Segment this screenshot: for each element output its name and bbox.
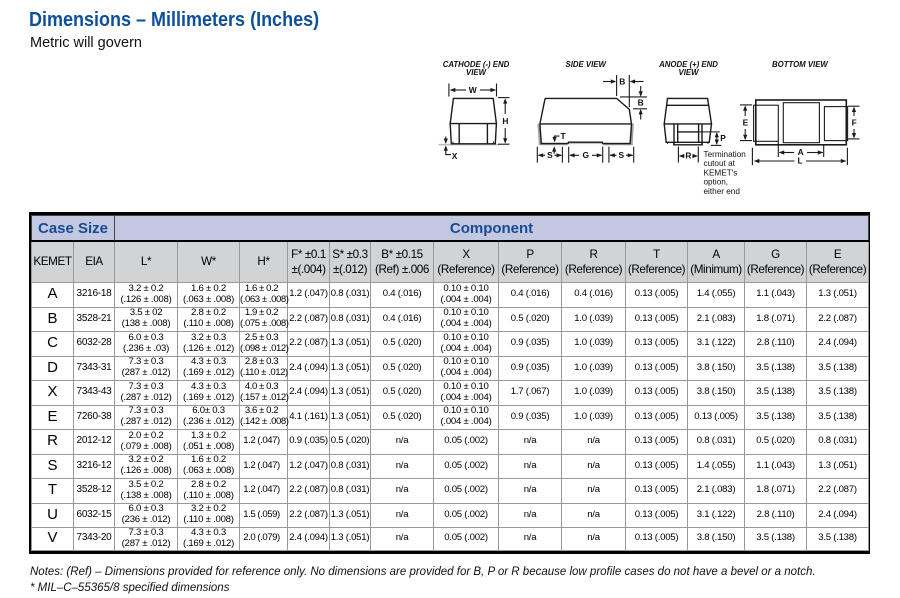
svg-text:cutout at: cutout at xyxy=(704,159,736,168)
svg-text:L: L xyxy=(797,156,802,166)
svg-text:ANODE (+) END: ANODE (+) END xyxy=(658,60,718,69)
svg-text:B: B xyxy=(638,98,644,108)
svg-text:option,: option, xyxy=(704,178,729,187)
svg-text:Termination: Termination xyxy=(704,150,747,159)
svg-text:BOTTOM VIEW: BOTTOM VIEW xyxy=(772,60,828,69)
svg-text:P: P xyxy=(720,133,726,143)
svg-text:R: R xyxy=(685,151,691,161)
svg-text:S: S xyxy=(619,150,625,160)
svg-text:E: E xyxy=(743,118,749,128)
svg-text:H: H xyxy=(502,116,508,126)
svg-text:X: X xyxy=(452,151,458,161)
svg-text:T: T xyxy=(560,131,566,141)
svg-text:G: G xyxy=(582,150,589,160)
svg-text:A: A xyxy=(798,147,804,157)
svg-text:either end: either end xyxy=(704,187,741,196)
svg-text:SIDE VIEW: SIDE VIEW xyxy=(566,60,607,69)
svg-text:CATHODE (-) END: CATHODE (-) END xyxy=(443,60,510,69)
svg-text:VIEW: VIEW xyxy=(679,68,700,77)
svg-text:VIEW: VIEW xyxy=(466,68,487,77)
svg-text:W: W xyxy=(469,85,477,95)
svg-text:KEMET's: KEMET's xyxy=(704,168,738,177)
svg-text:B: B xyxy=(619,76,625,86)
svg-text:F: F xyxy=(852,118,857,128)
svg-text:S: S xyxy=(547,150,553,160)
